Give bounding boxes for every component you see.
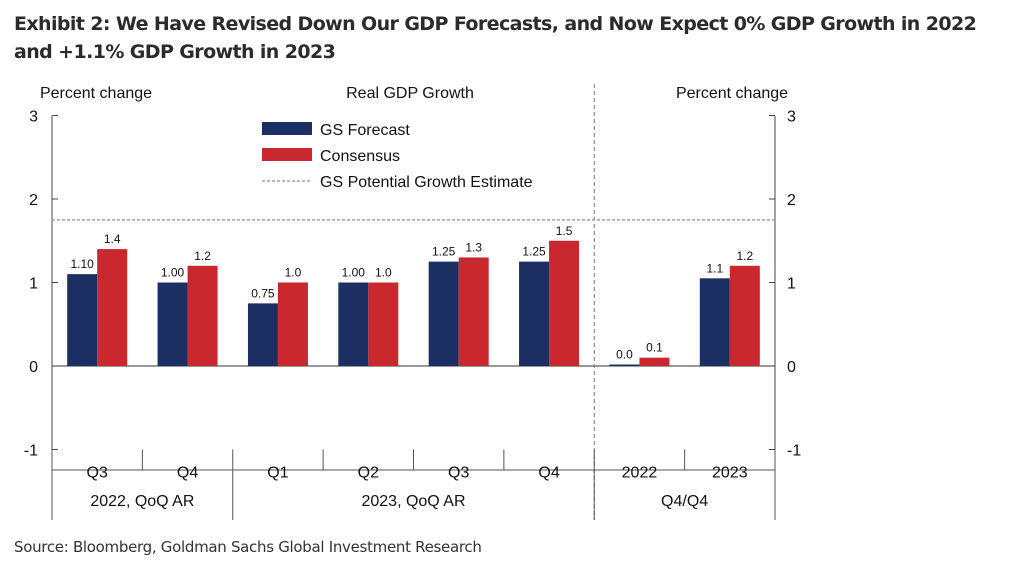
gs-forecast-bar	[157, 282, 188, 366]
left-tick-label: 3	[29, 109, 38, 126]
left-tick-label: 1	[29, 276, 38, 293]
gs-forecast-data-label: 1.00	[161, 266, 185, 280]
gs-forecast-data-label: 1.10	[71, 257, 95, 271]
gs-forecast-bar	[67, 274, 98, 366]
legend-swatch-gs-forecast	[262, 122, 312, 135]
consensus-data-label: 1.2	[736, 249, 753, 263]
category-tick-label: Q3	[448, 465, 469, 482]
consensus-bar	[368, 282, 399, 366]
data-labels-group: 1.10 1.00 0.75 1.00 1.25 1.25 0.0 1.1 1.4 1.2 1.0 1…	[71, 224, 754, 362]
right-tick-label: -1	[787, 443, 801, 460]
category-labels-group: Q3 Q4 Q1 Q2 Q3 Q4 2022 2023 2022, QoQ AR 2023, Qo…	[51, 449, 776, 520]
gs-forecast-data-label: 1.25	[522, 245, 546, 259]
consensus-data-label: 1.2	[194, 249, 211, 263]
gs-forecast-bar	[519, 261, 550, 366]
group-label: Q4/Q4	[661, 493, 708, 510]
legend-label-consensus: Consensus	[320, 148, 400, 165]
chart-plot-title: Real GDP Growth	[346, 85, 474, 102]
consensus-bar	[549, 240, 580, 366]
consensus-bar	[277, 282, 308, 366]
legend-label-gs-forecast: GS Forecast	[320, 122, 410, 139]
left-tick-label: 0	[29, 359, 38, 376]
bars-group	[67, 240, 760, 366]
gs-forecast-bar	[247, 303, 278, 366]
legend-label-potential: GS Potential Growth Estimate	[320, 174, 533, 191]
gs-forecast-bar	[699, 278, 730, 366]
category-tick-label: Q3	[87, 465, 108, 482]
consensus-data-label: 1.0	[375, 266, 392, 280]
category-tick-label: 2023	[712, 465, 748, 482]
gs-forecast-bar	[609, 364, 640, 366]
consensus-bar	[729, 265, 760, 366]
gs-forecast-data-label: 0.0	[616, 348, 633, 362]
right-tick-label: 0	[787, 359, 796, 376]
left-tick-label: 2	[29, 192, 38, 209]
y-axis-label-right: Percent change	[676, 85, 788, 102]
gs-forecast-data-label: 1.25	[432, 245, 456, 259]
left-tick-label: -1	[24, 443, 38, 460]
gs-forecast-data-label: 0.75	[251, 286, 275, 300]
category-tick-label: Q4	[177, 465, 198, 482]
axes-group: -1 -1 0 0 1 1 2 2 3 3	[24, 109, 802, 460]
gs-forecast-data-label: 1.00	[342, 266, 366, 280]
y-axis-label-left: Percent change	[40, 85, 152, 102]
source-note: Source: Bloomberg, Goldman Sachs Global …	[14, 538, 482, 556]
reference-line-group	[52, 84, 775, 520]
consensus-data-label: 1.3	[465, 240, 482, 254]
gs-forecast-bar	[338, 282, 369, 366]
consensus-data-label: 0.1	[646, 341, 663, 355]
category-tick-label: 2022	[622, 465, 658, 482]
legend-swatch-consensus	[262, 148, 312, 161]
consensus-data-label: 1.4	[104, 232, 121, 246]
right-tick-label: 2	[787, 192, 796, 209]
consensus-bar	[187, 265, 218, 366]
category-tick-label: Q4	[538, 465, 559, 482]
group-label: 2022, QoQ AR	[90, 493, 194, 510]
legend: GS Forecast Consensus GS Potential Growth …	[262, 122, 533, 191]
category-tick-label: Q2	[358, 465, 379, 482]
group-label: 2023, QoQ AR	[361, 493, 465, 510]
consensus-bar	[639, 357, 670, 366]
chart-title-heading: Exhibit 2: We Have Revised Down Our GDP …	[14, 13, 977, 63]
category-tick-label: Q1	[267, 465, 288, 482]
consensus-bar	[97, 249, 128, 366]
consensus-bar	[458, 257, 489, 366]
right-tick-label: 1	[787, 276, 796, 293]
gs-forecast-data-label: 1.1	[706, 261, 723, 275]
right-tick-label: 3	[787, 109, 796, 126]
consensus-data-label: 1.0	[285, 266, 302, 280]
consensus-data-label: 1.5	[556, 224, 573, 238]
gs-forecast-bar	[428, 261, 459, 366]
